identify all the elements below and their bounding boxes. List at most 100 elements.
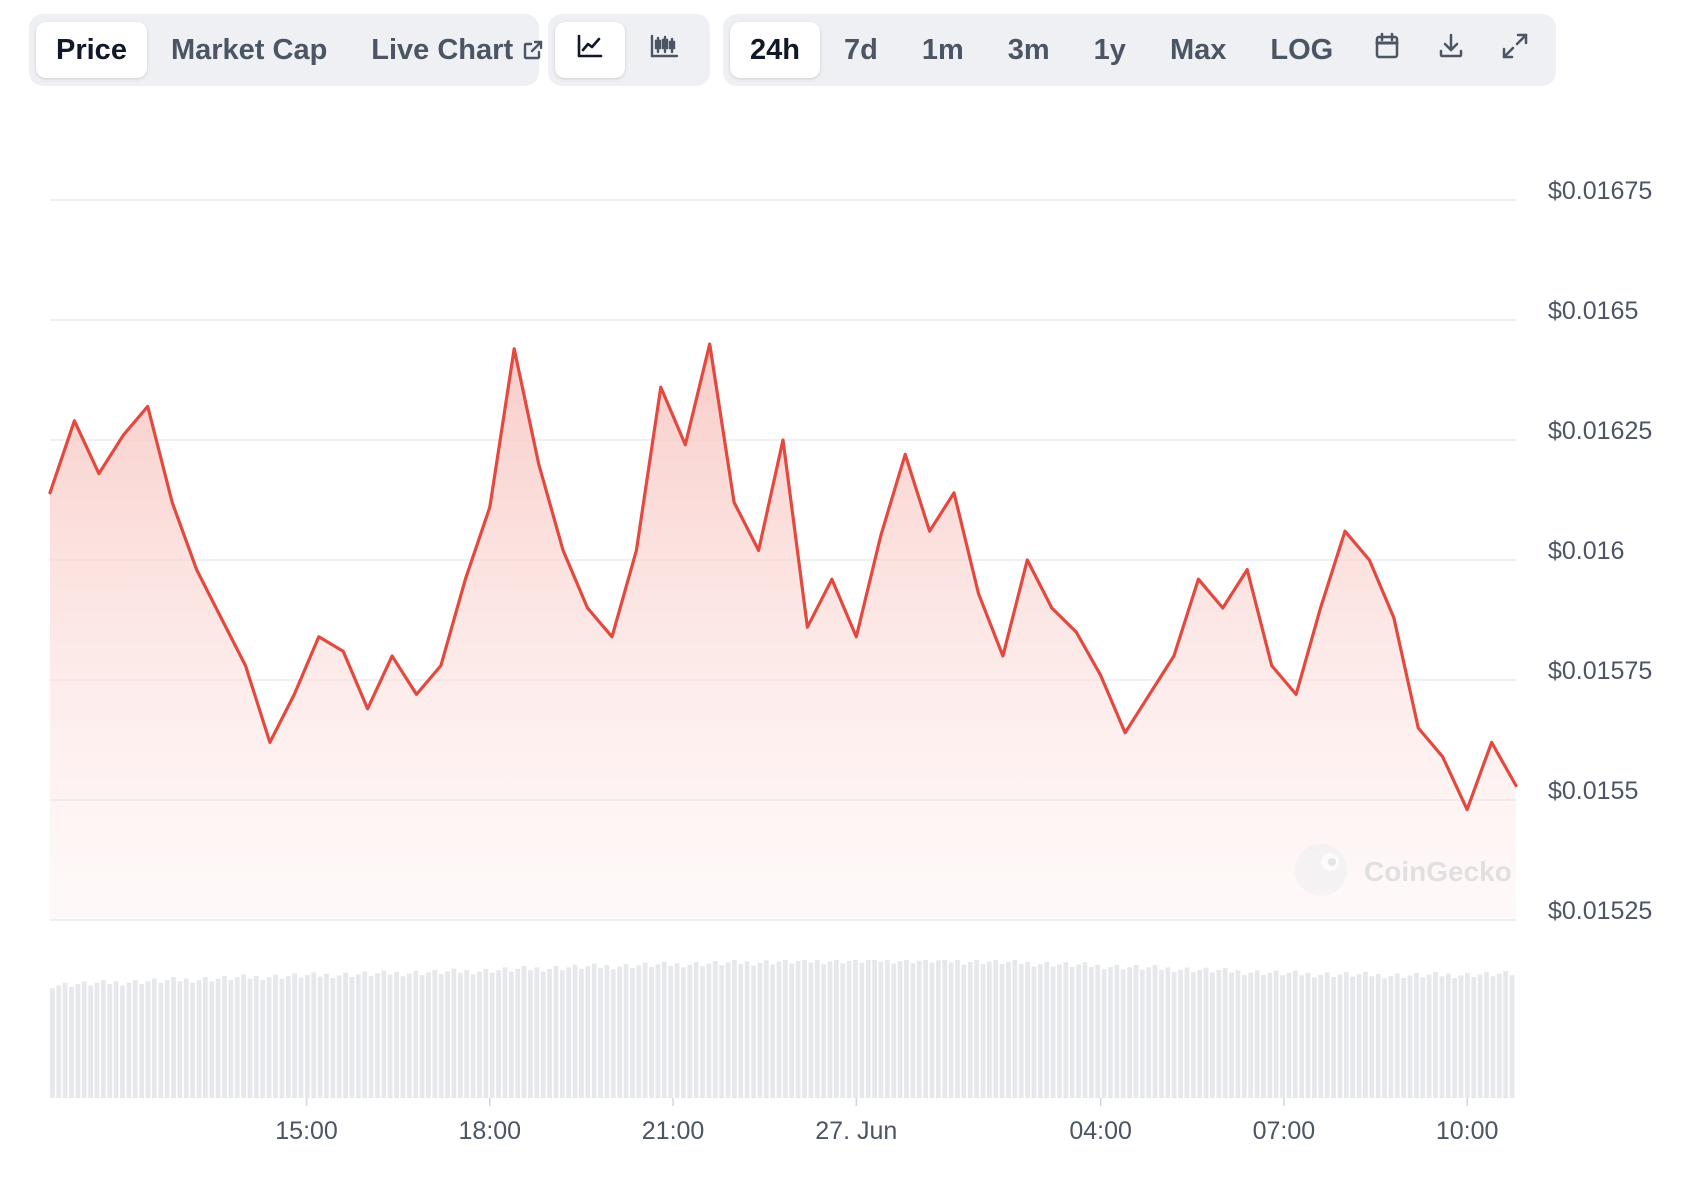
volume-bar [81, 981, 87, 1098]
volume-bar [757, 962, 763, 1098]
volume-bar [1375, 973, 1381, 1098]
range-24h[interactable]: 24h [730, 22, 820, 78]
y-tick-label: $0.0165 [1548, 297, 1638, 325]
volume-bar [1331, 977, 1336, 1098]
date-range-button[interactable] [1357, 22, 1417, 78]
volume-bar [1477, 974, 1483, 1098]
volume-bar [1509, 975, 1515, 1098]
volume-bar [1305, 972, 1311, 1098]
volume-bar [986, 961, 992, 1098]
volume-bar [1318, 974, 1324, 1098]
volume-bar [846, 960, 852, 1098]
y-tick-label: $0.01525 [1548, 897, 1652, 925]
volume-bar [196, 979, 202, 1098]
volume-bar [1292, 970, 1298, 1098]
x-tick-label: 10:00 [1436, 1117, 1499, 1145]
tab-live-chart[interactable]: Live Chart [351, 22, 565, 78]
volume-bar [1401, 977, 1407, 1098]
volume-bar [1012, 960, 1018, 1098]
volume-bar [515, 968, 521, 1098]
line-chart-icon [576, 33, 604, 67]
volume-bar [668, 965, 674, 1098]
volume-bar [1356, 974, 1362, 1098]
volume-bar [1190, 972, 1196, 1098]
volume-bar [604, 965, 610, 1098]
volume-bar [776, 961, 782, 1098]
range-3m[interactable]: 3m [1007, 33, 1050, 66]
volume-bar [1363, 971, 1368, 1098]
time-range-bar: 24h 7d 1m 3m 1y Max LOG [723, 14, 1556, 86]
volume-bar [661, 961, 667, 1098]
volume-bar [426, 972, 431, 1098]
volume-bar [821, 964, 827, 1098]
volume-bar [955, 960, 960, 1098]
volume-bar [62, 982, 68, 1098]
x-tick-label: 27. Jun [815, 1117, 897, 1145]
volume-bar [432, 969, 438, 1098]
volume-bar [215, 978, 221, 1098]
volume-bar [1146, 967, 1152, 1098]
volume-bar [171, 977, 176, 1098]
volume-bar [139, 984, 145, 1098]
volume-bar [929, 962, 935, 1098]
volume-bar [1503, 971, 1509, 1098]
volume-bar [438, 973, 444, 1098]
volume-bar [209, 981, 215, 1098]
volume-bar [1496, 973, 1502, 1098]
volume-bar [1420, 977, 1426, 1098]
candlestick-chart-button[interactable] [629, 22, 699, 78]
volume-bar [1210, 972, 1215, 1098]
volume-bar [1280, 975, 1285, 1098]
volume-bar [540, 971, 546, 1098]
volume-bar [362, 971, 368, 1098]
volume-bar [1286, 972, 1292, 1098]
candlestick-chart-icon [649, 33, 679, 67]
volume-bar [1025, 961, 1030, 1098]
coingecko-watermark: CoinGecko [1295, 844, 1512, 896]
volume-bar [1369, 976, 1375, 1098]
volume-bar [445, 971, 450, 1098]
volume-bar [700, 966, 705, 1098]
volume-bar [387, 974, 393, 1098]
volume-bar [789, 963, 795, 1098]
tab-price[interactable]: Price [36, 22, 147, 78]
fullscreen-button[interactable] [1485, 22, 1545, 78]
volume-bar [489, 972, 495, 1098]
volume-bar [1343, 972, 1349, 1098]
volume-bar [1139, 969, 1145, 1098]
volume-bar [1267, 972, 1273, 1098]
x-tick-label: 04:00 [1069, 1117, 1132, 1145]
volume-bar [1133, 964, 1139, 1098]
volume-bar [336, 975, 342, 1098]
range-1m[interactable]: 1m [921, 33, 964, 66]
log-scale-toggle[interactable]: LOG [1270, 33, 1334, 66]
volume-bar [891, 963, 897, 1098]
volume-bar [904, 960, 909, 1098]
volume-bar [145, 981, 151, 1098]
y-tick-label: $0.016 [1548, 537, 1624, 565]
volume-bar [88, 985, 94, 1098]
volume-bar [508, 971, 514, 1098]
range-max[interactable]: Max [1169, 33, 1227, 66]
volume-bar [483, 968, 489, 1098]
line-chart-button[interactable] [555, 22, 625, 78]
volume-bar [872, 960, 878, 1098]
volume-bar [1031, 966, 1037, 1098]
range-1y[interactable]: 1y [1093, 33, 1126, 66]
y-tick-label: $0.0155 [1548, 777, 1638, 805]
volume-bar [1006, 961, 1011, 1098]
volume-bar [1171, 972, 1177, 1098]
volume-bar [795, 960, 801, 1098]
volume-bar [572, 964, 578, 1098]
volume-bar [1388, 975, 1394, 1098]
volume-bar [636, 965, 642, 1098]
volume-bar [324, 973, 329, 1098]
volume-bar [1044, 962, 1050, 1098]
volume-bar [1254, 970, 1260, 1098]
range-7d[interactable]: 7d [843, 33, 878, 66]
volume-bar [1178, 969, 1183, 1098]
download-button[interactable] [1421, 22, 1481, 78]
volume-bar [559, 970, 565, 1098]
tab-market-cap[interactable]: Market Cap [170, 33, 328, 66]
